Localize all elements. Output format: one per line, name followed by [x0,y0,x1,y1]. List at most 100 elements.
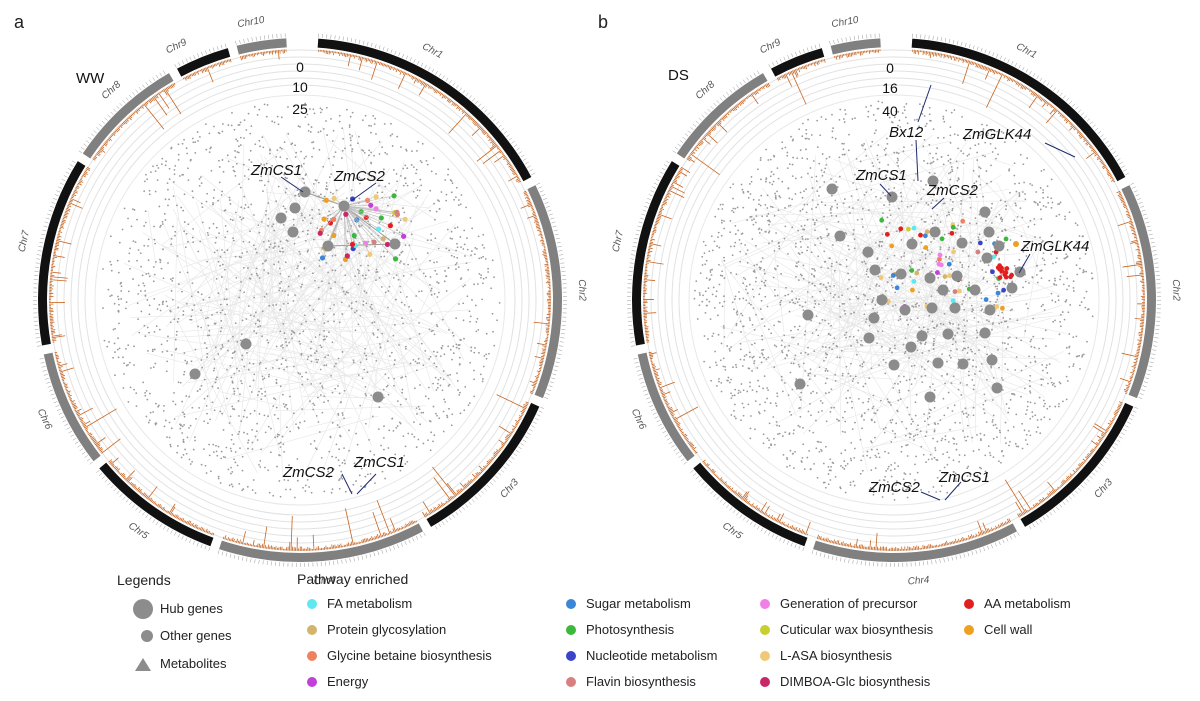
position-tick [229,553,232,558]
association-spike [475,475,478,478]
other-gene-node [319,344,322,347]
other-gene-node [358,182,361,185]
other-gene-node [437,291,440,294]
other-gene-node [125,364,128,367]
other-gene-node [1042,378,1044,381]
other-gene-node [829,458,832,461]
other-gene-node [317,421,320,423]
other-gene-node [830,211,832,214]
other-gene-node [382,436,385,439]
other-gene-node [800,176,803,179]
other-gene-node [343,447,345,450]
association-spike [337,544,339,549]
other-gene-node [227,340,230,342]
association-spike [79,417,84,421]
association-spike [449,496,453,500]
other-gene-node [424,350,427,352]
other-gene-node [186,240,189,243]
other-gene-node [1064,215,1066,218]
position-tick [475,100,479,105]
association-spike [140,105,144,109]
other-gene-node [279,495,282,498]
other-gene-node [217,260,220,263]
association-spike [539,230,542,233]
association-spike [131,113,134,116]
other-gene-node [750,176,753,178]
position-tick [81,451,86,455]
other-gene-node [315,358,317,361]
other-gene-node [884,426,887,429]
other-gene-node [450,424,453,427]
other-gene-node [359,404,362,407]
association-spike [154,95,158,99]
other-gene-node [1026,400,1029,403]
other-gene-node [498,301,501,304]
association-spike [242,531,246,545]
pathway-metabolite-node [319,255,326,261]
other-gene-node [878,285,881,287]
other-gene-node [1029,434,1032,437]
other-gene-node [182,438,185,441]
position-tick [510,456,515,460]
other-gene-node [476,247,478,250]
network-edge [215,256,318,347]
association-spike [98,149,103,153]
other-gene-node [333,313,335,316]
other-gene-node [237,400,240,402]
other-gene-node [781,141,784,144]
other-gene-node [224,209,227,211]
other-gene-node [465,206,467,209]
association-spike [386,533,388,536]
other-gene-node [857,199,859,201]
association-spike [504,438,509,442]
other-gene-node [317,396,319,399]
network-edge [194,202,436,363]
other-gene-node [265,209,268,212]
other-gene-node [436,296,439,298]
other-gene-node [107,288,110,291]
other-gene-node [232,169,235,172]
other-gene-node [357,374,360,376]
association-spike [100,147,104,150]
other-gene-node [218,166,221,168]
other-gene-node [281,435,284,438]
other-gene-node [430,293,433,296]
association-spike [146,100,149,103]
association-spike [169,85,173,89]
position-tick [185,58,188,63]
other-gene-node [843,309,846,312]
association-spike [141,492,144,495]
other-gene-node [1027,307,1029,310]
other-gene-node [745,299,748,302]
other-gene-node [903,252,906,255]
other-gene-node [249,385,251,388]
other-gene-node [829,207,832,210]
other-gene-node [183,373,185,376]
pathway-metabolite-node [367,251,373,257]
association-spike [60,374,66,377]
network-edge [177,309,469,333]
position-tick [60,416,65,419]
other-gene-node [1047,202,1050,204]
other-gene-node [962,249,964,252]
other-gene-node [267,469,270,472]
other-gene-node [784,146,787,149]
other-gene-node [335,189,338,192]
position-tick [239,39,241,44]
association-spike [92,158,96,161]
other-gene-node [374,117,377,120]
other-gene-node [935,152,937,155]
other-gene-node [761,353,764,356]
other-gene-node [742,206,745,209]
association-spike [530,206,534,208]
other-gene-node [457,199,460,201]
other-gene-node [413,387,416,390]
other-gene-node [493,344,496,347]
other-gene-node [410,164,413,166]
other-gene-node [373,154,375,157]
other-gene-node [456,379,459,382]
other-gene-node [905,379,908,382]
other-gene-node [185,395,188,397]
other-gene-node [231,470,234,473]
other-gene-node [742,406,745,409]
